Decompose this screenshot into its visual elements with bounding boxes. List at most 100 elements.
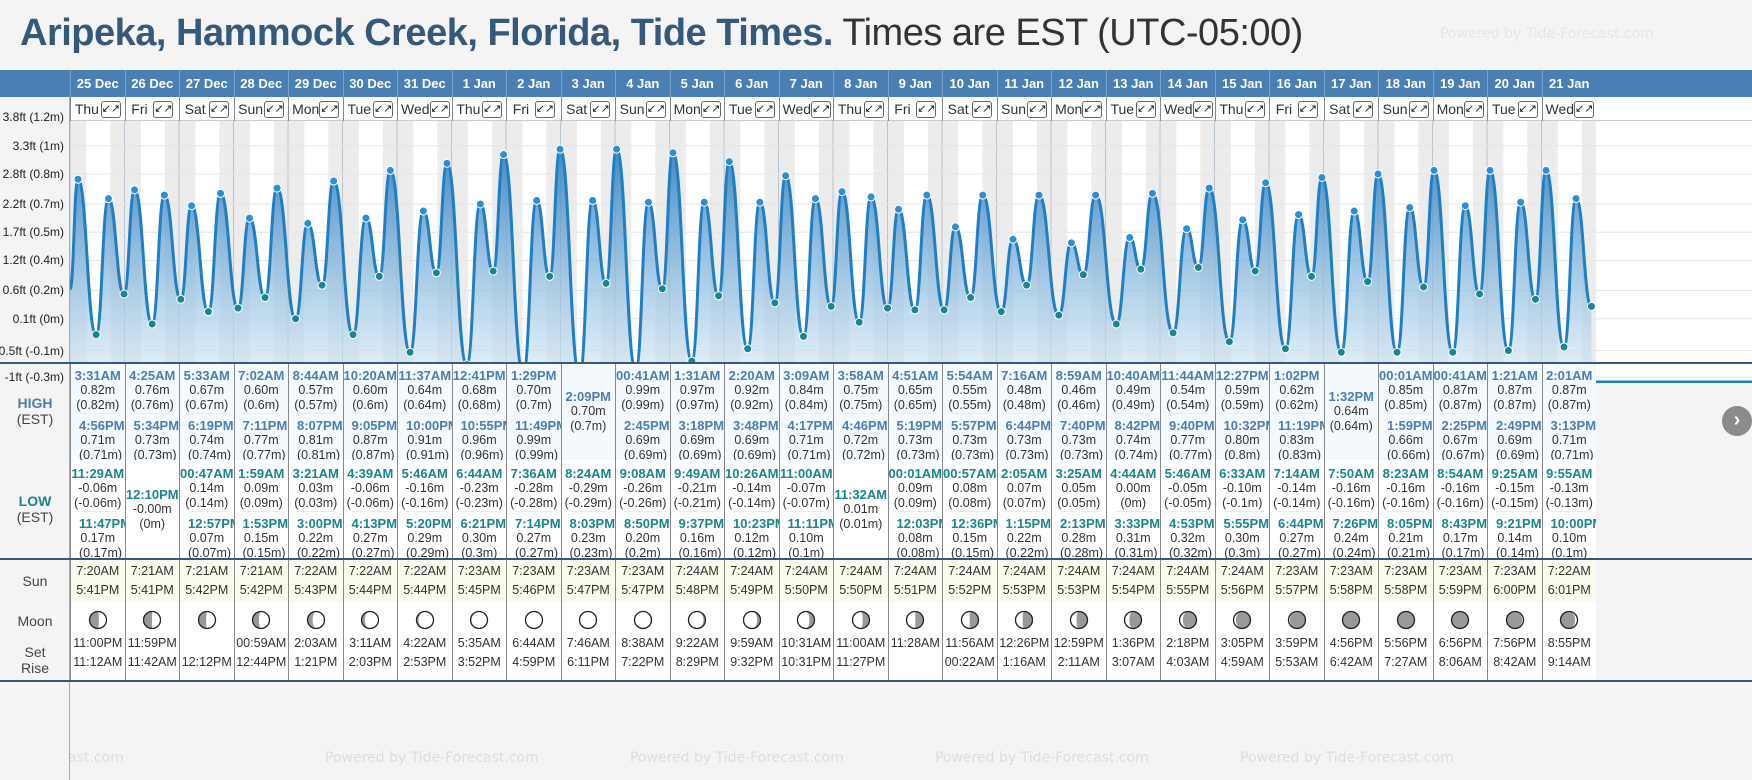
moonrise-time: 3:07AM [1111, 655, 1155, 669]
expand-icon[interactable]: ↙↗ [100, 100, 121, 118]
low-tide-entry: 9:08AM -0.26m (-0.26m) [616, 460, 670, 511]
expand-icon[interactable]: ↙↗ [264, 100, 285, 118]
date-cell: 28 Dec [233, 70, 289, 97]
tide-time: 10:20AM [343, 368, 397, 383]
next-page-button[interactable]: › [1722, 406, 1752, 436]
sunset-time: 5:56PM [1220, 583, 1264, 597]
expand-icon[interactable]: ↙↗ [1297, 100, 1318, 118]
tide-height: 0.67m [189, 383, 225, 397]
tide-height: 0.85m [1388, 383, 1424, 397]
low-tide-point [260, 293, 270, 303]
tide-height-m: (0.55m) [948, 398, 992, 412]
tide-height: 0.73m [1006, 433, 1042, 447]
moonrise-time: 2:53PM [403, 655, 447, 669]
expand-icon[interactable]: ↙↗ [1463, 100, 1484, 118]
sunrise-time: 7:24AM [839, 564, 883, 578]
sunset-time: 5:47PM [566, 583, 610, 597]
tide-time: 8:03PM [569, 516, 616, 531]
y-tick-label: 0.6ft (0.2m) [2, 283, 64, 298]
low-tide-point [291, 314, 301, 324]
tide-height: 0.14m [189, 481, 225, 495]
tide-height: 0.09m [897, 481, 933, 495]
tide-height: 0.00m [1115, 481, 1151, 495]
expand-icon[interactable]: ↙↗ [1245, 100, 1266, 118]
high-tide-entry: 5:34PM 0.73m (0.73m) [133, 413, 179, 460]
tide-height-m: (0.22m) [297, 546, 341, 558]
low-tide-entry: 1:15PM 0.22m (0.22m) [1005, 511, 1051, 558]
moon-outline [1069, 610, 1088, 630]
low-tide-entry: 6:44AM -0.23m (-0.23m) [453, 460, 507, 511]
moon-cell: 2:03AM 1:21PM [288, 602, 343, 680]
moon-cell: 3:05PM 4:59AM [1214, 602, 1269, 680]
expand-icon[interactable]: ↙↗ [534, 100, 555, 118]
high-tide-point [103, 194, 113, 204]
expand-icon[interactable]: ↙↗ [754, 100, 775, 118]
weekday-cell: Wed ↙↗ [1160, 97, 1215, 121]
expand-icon[interactable]: ↙↗ [700, 100, 721, 118]
expand-icon[interactable]: ↙↗ [645, 100, 666, 118]
sunrise-time: 7:22AM [294, 564, 338, 578]
tide-time: 2:09PM [565, 388, 612, 404]
tide-height: -0.16m [1331, 481, 1371, 495]
expand-icon[interactable]: ↙↗ [208, 100, 229, 118]
tide-height: 0.77m [243, 433, 279, 447]
sunset-time: 5:42PM [185, 583, 229, 597]
high-tide-point [1460, 201, 1470, 211]
expand-icon[interactable]: ↙↗ [482, 100, 503, 118]
sunset-time: 5:46PM [512, 583, 556, 597]
expand-icon[interactable]: ↙↗ [1408, 100, 1429, 118]
tide-height: 0.62m [1279, 383, 1315, 397]
expand-icon[interactable]: ↙↗ [971, 100, 992, 118]
expand-icon[interactable]: ↙↗ [811, 100, 832, 118]
low-tide-point [1168, 328, 1178, 338]
tide-time: 7:36AM [510, 466, 557, 481]
high-tide-point [1317, 172, 1327, 182]
low-tide-entry: 4:13PM 0.27m (0.27m) [351, 511, 397, 558]
tide-height-m: (-0.21m) [673, 496, 721, 510]
high-tide-point [588, 195, 598, 205]
tide-time: 11:37AM [398, 368, 452, 383]
expand-icon[interactable]: ↙↗ [1192, 100, 1213, 118]
powered-by-watermark: Powered by Tide-Forecast.com [935, 750, 1149, 766]
low-tide-cell: 6:33AM -0.10m (-0.1m) 5:55PM 0.30m (0.3m) [1214, 460, 1269, 558]
tide-height-m: (0m) [139, 516, 166, 531]
low-tide-entry: 4:44AM 0.00m (0m) [1107, 460, 1161, 511]
expand-icon[interactable]: ↙↗ [1082, 100, 1103, 118]
low-tide-cell: 8:23AM -0.16m (-0.16m) 8:05PM 0.21m (0.21m) [1378, 460, 1433, 558]
moonset-time: 7:46AM [566, 636, 610, 650]
high-tide-point [837, 187, 847, 197]
powered-by-watermark: Powered by Tide-Forecast.com [70, 750, 124, 766]
tide-height-m: (0.73m) [896, 448, 940, 460]
moonset-time: 11:59PM [127, 636, 177, 650]
expand-icon[interactable]: ↙↗ [1353, 100, 1374, 118]
tide-height-m: (0.65m) [893, 398, 937, 412]
low-tide-point [1363, 277, 1373, 287]
expand-icon[interactable]: ↙↗ [916, 100, 937, 118]
expand-icon[interactable]: ↙↗ [319, 100, 340, 118]
expand-icon[interactable]: ↙↗ [590, 100, 611, 118]
expand-icon[interactable]: ↙↗ [863, 100, 884, 118]
expand-icon[interactable]: ↙↗ [1517, 100, 1538, 118]
moon-shadow [1451, 611, 1469, 629]
sunset-time: 5:58PM [1384, 583, 1428, 597]
high-tide-entry: 12:27PM 0.59m (0.59m) [1216, 362, 1270, 413]
high-tide-point [1541, 165, 1551, 175]
moon-phase-icon [742, 610, 761, 630]
date-cell: 26 Dec [124, 70, 180, 97]
expand-icon[interactable]: ↙↗ [373, 100, 394, 118]
tide-height-m: (0.71m) [79, 448, 123, 460]
high-tide-cell: 10:20AM 0.60m (0.6m) 9:05PM 0.87m (0.87m) [342, 362, 397, 460]
expand-icon[interactable]: ↙↗ [429, 100, 450, 118]
sun-cell: 7:23AM 5:45PM [451, 560, 506, 602]
low-tide-cell: 9:25AM -0.15m (-0.15m) 9:21PM 0.14m (0.14m) [1487, 460, 1542, 558]
weekday-cell: Tue ↙↗ [342, 97, 398, 121]
tide-height: -0.16m [1386, 481, 1426, 495]
expand-icon[interactable]: ↙↗ [1574, 100, 1595, 118]
expand-icon[interactable]: ↙↗ [1136, 100, 1157, 118]
expand-icon[interactable]: ↙↗ [1027, 100, 1048, 118]
expand-icon[interactable]: ↙↗ [153, 100, 174, 118]
moon-shadow [1289, 611, 1306, 629]
tide-time: 1:02PM [1273, 368, 1320, 383]
high-tide-entry: 4:51AM 0.65m (0.65m) [889, 362, 943, 413]
